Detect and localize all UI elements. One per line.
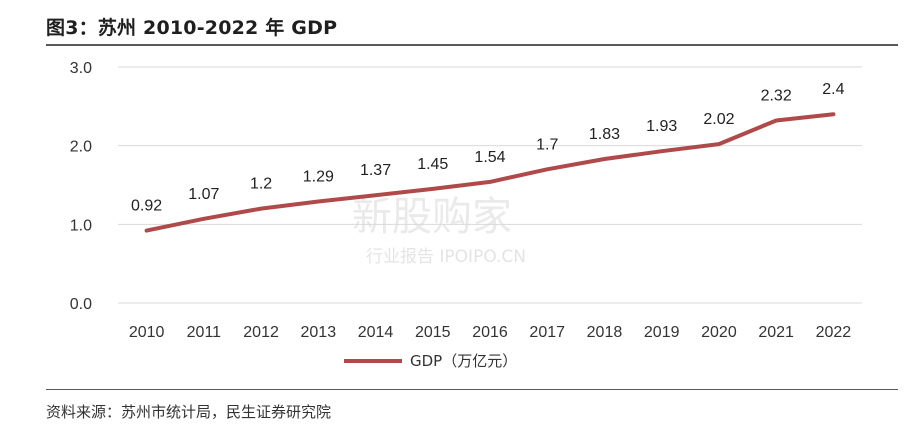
x-tick-label: 2015 xyxy=(415,324,451,341)
x-axis-ticks: 2010 2011 2012 2013 2014 2015 2016 2017 2018 2019… xyxy=(129,324,851,341)
gridlines xyxy=(118,66,862,304)
data-label: 1.83 xyxy=(589,126,620,143)
data-label: 1.93 xyxy=(646,118,677,135)
data-label: 1.45 xyxy=(417,156,448,173)
data-label: 2.4 xyxy=(822,81,844,98)
legend-label: GDP（万亿元） xyxy=(410,352,517,370)
y-tick-label: 1.0 xyxy=(70,217,92,234)
x-tick-label: 2014 xyxy=(358,324,394,341)
data-label: 1.54 xyxy=(474,149,505,166)
legend: GDP（万亿元） xyxy=(344,352,517,370)
data-labels: 0.92 1.07 1.2 1.29 1.37 1.45 1.54 1.7 1.83 1.93 2.… xyxy=(131,81,845,214)
title-rule xyxy=(46,44,898,46)
y-tick-label: 0.0 xyxy=(70,296,92,313)
source-note: 资料来源：苏州市统计局，民生证券研究院 xyxy=(46,403,332,421)
y-tick-label: 3.0 xyxy=(70,60,92,77)
watermark-logo-text: 新股购家 xyxy=(352,194,512,240)
x-tick-label: 2013 xyxy=(301,324,337,341)
x-tick-label: 2012 xyxy=(243,324,279,341)
x-tick-label: 2016 xyxy=(472,324,508,341)
watermark-subtext: 行业报告 IPOIPO.CN xyxy=(366,247,526,267)
data-label: 2.02 xyxy=(703,111,734,128)
x-tick-label: 2022 xyxy=(816,324,852,341)
data-label: 1.29 xyxy=(303,169,334,186)
x-tick-label: 2020 xyxy=(701,324,737,341)
source-rule xyxy=(46,389,898,390)
data-series xyxy=(144,112,836,233)
x-tick-label: 2018 xyxy=(587,324,623,341)
y-tick-label: 2.0 xyxy=(70,139,92,156)
data-label: 1.07 xyxy=(188,186,219,203)
y-axis-ticks: 0.0 1.0 2.0 3.0 xyxy=(70,60,92,313)
x-tick-label: 2017 xyxy=(529,324,565,341)
data-label: 2.32 xyxy=(761,87,792,104)
watermark: 新股购家 行业报告 IPOIPO.CN xyxy=(352,194,526,267)
chart-title: 图3：苏州 2010-2022 年 GDP xyxy=(46,17,338,39)
x-tick-label: 2019 xyxy=(644,324,680,341)
data-label: 1.2 xyxy=(250,176,272,193)
x-tick-label: 2021 xyxy=(758,324,794,341)
x-tick-label: 2011 xyxy=(187,324,222,341)
x-tick-label: 2010 xyxy=(129,324,165,341)
data-label: 1.37 xyxy=(360,162,391,179)
data-label: 0.92 xyxy=(131,198,162,215)
data-label: 1.7 xyxy=(536,136,558,153)
